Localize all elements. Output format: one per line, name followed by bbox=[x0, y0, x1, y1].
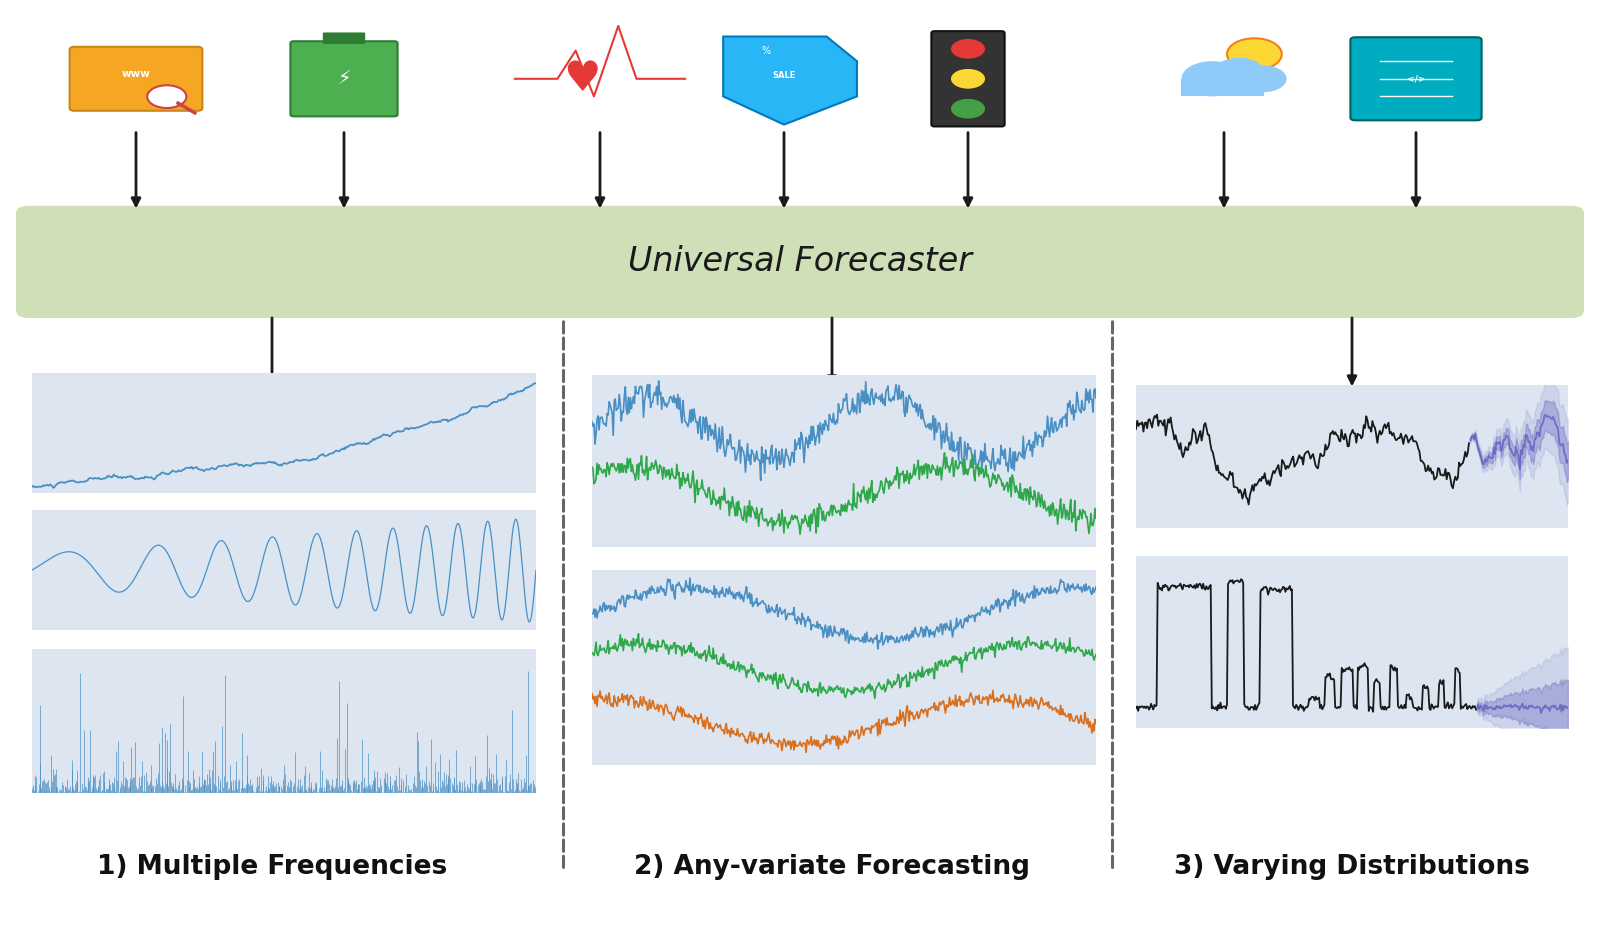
Text: www: www bbox=[122, 69, 150, 79]
FancyBboxPatch shape bbox=[931, 32, 1005, 126]
Circle shape bbox=[1214, 57, 1264, 87]
FancyBboxPatch shape bbox=[291, 42, 398, 117]
Text: Universal Forecaster: Universal Forecaster bbox=[627, 246, 973, 278]
Circle shape bbox=[1240, 66, 1286, 92]
Text: 3) Varying Distributions: 3) Varying Distributions bbox=[1174, 854, 1530, 880]
FancyBboxPatch shape bbox=[323, 32, 365, 44]
FancyBboxPatch shape bbox=[16, 206, 1584, 318]
Circle shape bbox=[950, 39, 986, 58]
Circle shape bbox=[147, 85, 186, 108]
Text: </>: </> bbox=[1406, 74, 1426, 83]
Text: 2) Any-variate Forecasting: 2) Any-variate Forecasting bbox=[634, 854, 1030, 880]
Circle shape bbox=[1181, 61, 1242, 96]
Circle shape bbox=[950, 69, 986, 89]
FancyBboxPatch shape bbox=[1350, 37, 1482, 121]
FancyBboxPatch shape bbox=[1181, 79, 1264, 96]
Text: ♥: ♥ bbox=[563, 57, 600, 100]
Text: %: % bbox=[762, 45, 770, 56]
Text: 1) Multiple Frequencies: 1) Multiple Frequencies bbox=[98, 854, 446, 880]
Polygon shape bbox=[723, 36, 858, 124]
FancyBboxPatch shape bbox=[70, 46, 202, 111]
Text: SALE: SALE bbox=[773, 70, 795, 80]
Circle shape bbox=[950, 99, 986, 119]
Text: ⚡: ⚡ bbox=[338, 70, 350, 88]
Circle shape bbox=[1227, 38, 1282, 70]
